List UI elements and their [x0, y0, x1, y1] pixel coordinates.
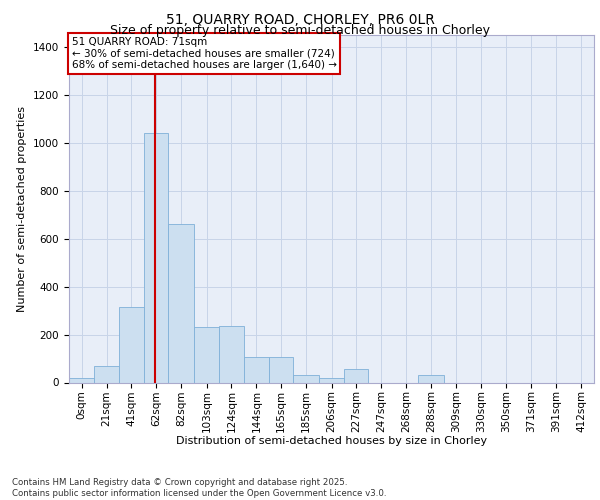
Text: Contains HM Land Registry data © Crown copyright and database right 2025.
Contai: Contains HM Land Registry data © Crown c…: [12, 478, 386, 498]
Bar: [220, 326, 244, 382]
X-axis label: Distribution of semi-detached houses by size in Chorley: Distribution of semi-detached houses by …: [176, 436, 487, 446]
Bar: [194, 328, 220, 382]
Bar: [418, 376, 443, 382]
Bar: [319, 378, 344, 382]
Bar: [169, 224, 194, 382]
Bar: [69, 378, 94, 382]
Bar: [94, 366, 119, 382]
Y-axis label: Number of semi-detached properties: Number of semi-detached properties: [17, 106, 28, 312]
Bar: [244, 358, 269, 382]
Bar: [119, 307, 144, 382]
Text: Size of property relative to semi-detached houses in Chorley: Size of property relative to semi-detach…: [110, 24, 490, 37]
Text: 51, QUARRY ROAD, CHORLEY, PR6 0LR: 51, QUARRY ROAD, CHORLEY, PR6 0LR: [166, 12, 434, 26]
Bar: [144, 134, 169, 382]
Text: 51 QUARRY ROAD: 71sqm
← 30% of semi-detached houses are smaller (724)
68% of sem: 51 QUARRY ROAD: 71sqm ← 30% of semi-deta…: [71, 36, 337, 70]
Bar: [293, 376, 319, 382]
Bar: [344, 370, 368, 382]
Bar: [269, 358, 293, 382]
